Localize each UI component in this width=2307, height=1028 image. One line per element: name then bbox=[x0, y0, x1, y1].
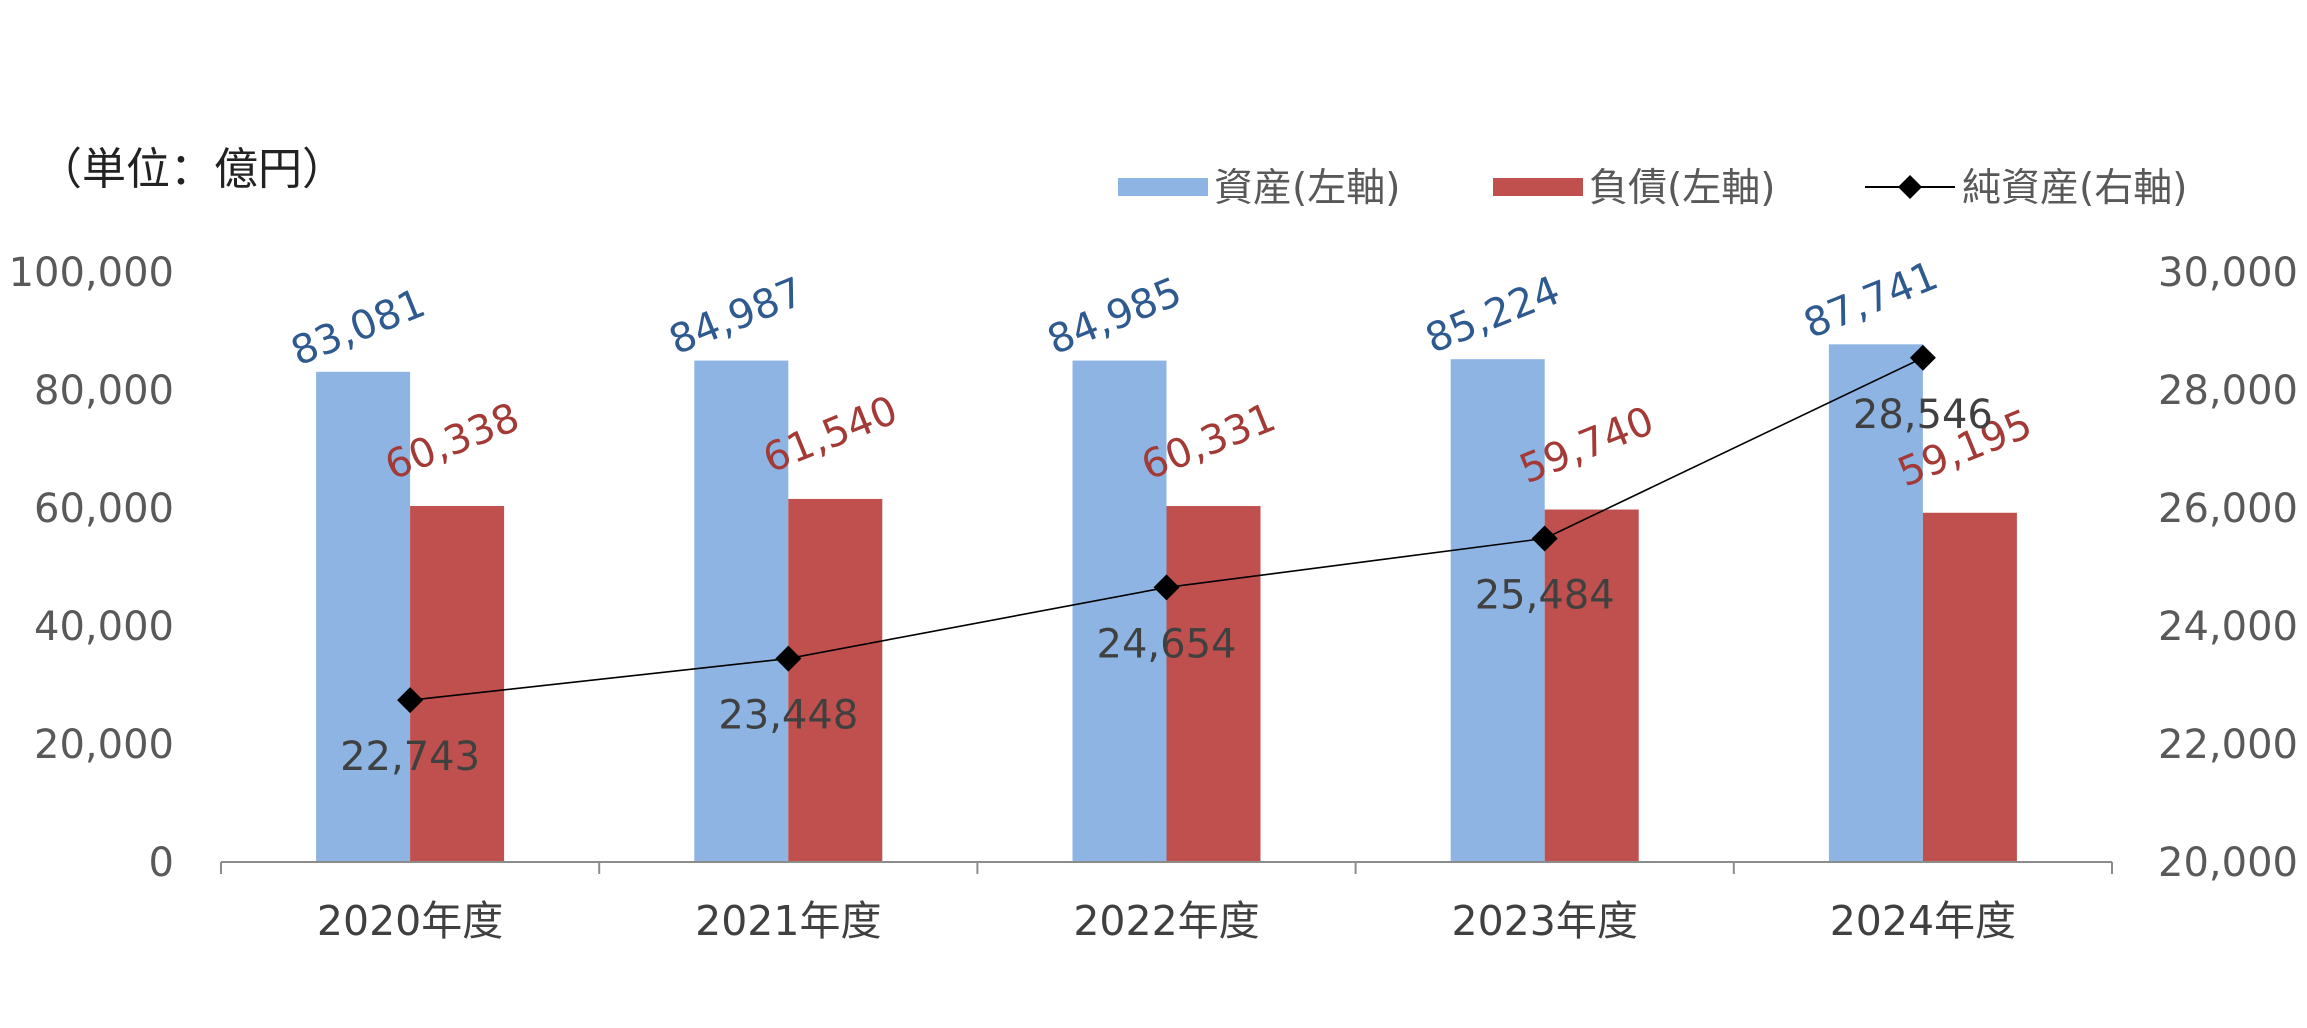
asset-value-label: 87,741 bbox=[1798, 253, 1945, 348]
y-left-tick-label: 100,000 bbox=[9, 250, 174, 296]
net-assets-marker bbox=[1909, 344, 1936, 371]
y-right-tick-label: 22,000 bbox=[2158, 722, 2298, 768]
liability-bar bbox=[1544, 509, 1639, 862]
x-axis: 2020年度 2021年度 2022年度 2023年度 2024年度 bbox=[220, 861, 2113, 945]
asset-value-label: 83,081 bbox=[285, 280, 432, 375]
unit-label: （単位：億円） bbox=[38, 144, 346, 195]
asset-bar bbox=[694, 360, 789, 862]
net-assets-marker bbox=[397, 687, 424, 714]
liability-bar bbox=[1166, 506, 1261, 862]
legend-swatch-assets bbox=[1118, 178, 1208, 196]
y-right-tick-label: 26,000 bbox=[2158, 486, 2298, 532]
net-assets-marker bbox=[1531, 525, 1558, 552]
y-left-tick-label: 60,000 bbox=[34, 486, 174, 532]
legend-label-liabilities: 負債(左軸) bbox=[1589, 166, 1775, 211]
net-assets-marker bbox=[775, 645, 802, 672]
net-assets-value-label: 28,546 bbox=[1853, 392, 1993, 438]
bars bbox=[316, 344, 2017, 862]
y-right-tick-label: 20,000 bbox=[2158, 840, 2298, 886]
y-left-tick-label: 0 bbox=[149, 840, 174, 886]
asset-bar bbox=[316, 371, 411, 862]
asset-bar bbox=[1450, 359, 1545, 862]
asset-bar bbox=[1828, 344, 1923, 862]
asset-value-label: 85,224 bbox=[1419, 268, 1566, 363]
legend-marker-net-assets bbox=[1898, 175, 1922, 199]
net-assets-value-label: 23,448 bbox=[718, 693, 858, 739]
liability-bar bbox=[410, 506, 505, 862]
net-assets-value-label: 22,743 bbox=[340, 734, 480, 780]
net-assets-value-label: 25,484 bbox=[1475, 572, 1615, 618]
y-right-tick-label: 28,000 bbox=[2158, 368, 2298, 414]
x-tick-label: 2020年度 bbox=[317, 897, 503, 945]
net-assets-line bbox=[397, 344, 1936, 714]
y-left-tick-label: 80,000 bbox=[34, 368, 174, 414]
net-assets-marker bbox=[1153, 574, 1180, 601]
legend-label-net-assets: 純資産(右軸) bbox=[1962, 166, 2187, 211]
y-axis-right: 20,000 22,000 24,000 26,000 28,000 30,000 bbox=[2158, 250, 2298, 886]
y-right-tick-label: 30,000 bbox=[2158, 250, 2298, 296]
asset-value-label: 84,987 bbox=[663, 269, 810, 364]
liability-bar bbox=[1922, 512, 2017, 862]
asset-bar bbox=[1072, 360, 1167, 862]
asset-value-label: 84,985 bbox=[1041, 269, 1188, 364]
x-tick-label: 2024年度 bbox=[1830, 897, 2016, 945]
y-left-tick-label: 20,000 bbox=[34, 722, 174, 768]
legend-label-assets: 資産(左軸) bbox=[1214, 166, 1400, 211]
legend-swatch-liabilities bbox=[1493, 178, 1583, 196]
y-left-tick-label: 40,000 bbox=[34, 604, 174, 650]
net-assets-value-label: 24,654 bbox=[1097, 621, 1237, 667]
y-right-tick-label: 24,000 bbox=[2158, 604, 2298, 650]
x-tick-label: 2022年度 bbox=[1073, 897, 1259, 945]
y-axis-left: 0 20,000 40,000 60,000 80,000 100,000 bbox=[9, 250, 174, 886]
legend: 資産(左軸) 負債(左軸) 純資産(右軸) bbox=[1118, 166, 2187, 211]
x-tick-label: 2023年度 bbox=[1452, 897, 1638, 945]
x-tick-label: 2021年度 bbox=[695, 897, 881, 945]
liability-bar bbox=[788, 498, 883, 862]
